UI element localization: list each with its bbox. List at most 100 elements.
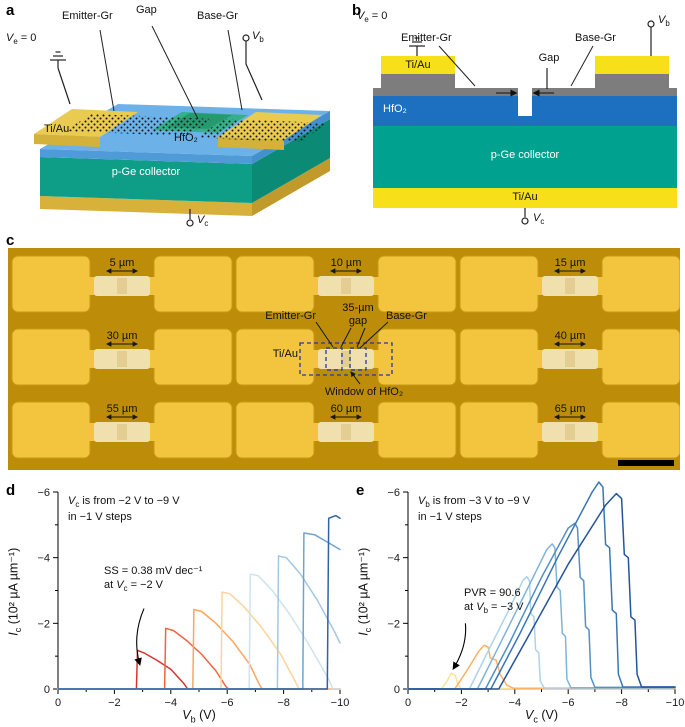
annotation-arrow (134, 608, 145, 666)
gold-pad (11, 401, 91, 459)
base-graphene-layer (532, 74, 677, 96)
pad-tab (89, 350, 95, 368)
collector-label: p-Ge collector (111, 166, 181, 178)
x-tick-label: −4 (509, 697, 522, 709)
pad-tab (149, 277, 155, 295)
dashed-highlight-boxes (299, 342, 393, 376)
gold-pad (601, 255, 680, 313)
channel-gap (341, 278, 351, 294)
base-terminal (647, 20, 655, 56)
gap-size-label: 10 µm (331, 257, 362, 269)
pad-array: 5 µm 10 µm 15 µm 30 µm 40 µm 55 µm 60 µm 65 µm (8, 248, 680, 470)
series-line (407, 644, 676, 690)
gap-size-label: 65 µm (555, 403, 586, 415)
series-line (57, 555, 341, 690)
gold-pad (11, 328, 91, 386)
x-tick-label: −4 (165, 697, 178, 709)
pad-tab (597, 350, 603, 368)
y-tick-label: −4 (37, 553, 50, 565)
gold-pad (235, 255, 315, 313)
pad-tab (597, 423, 603, 441)
base-gr-label: Base-Gr (575, 32, 616, 44)
tiau-top-label: Ti/Au (405, 59, 431, 71)
hfo2-label: HfO₂ (174, 132, 198, 144)
gap-label: Gap (538, 52, 560, 64)
emitter-voltage-label: Ve = 0 (357, 10, 388, 25)
panel-label-c: c (6, 232, 15, 249)
emitter-gr-label: Emitter-Gr (401, 32, 452, 44)
gap-size-label: 60 µm (331, 403, 362, 415)
y-tick-label: 0 (394, 684, 400, 696)
collector-front-face (40, 157, 252, 203)
panel-label-d: d (6, 482, 16, 499)
y-tick-label: −2 (387, 618, 400, 630)
chart-e-condition-note: Vb is from −3 V to −9 V in −1 V steps (418, 495, 531, 524)
chart-e-pvr-annotation: PVR = 90.6 at Vb = −3 V (464, 587, 524, 616)
bottom-gold-side (252, 158, 330, 216)
pad-tab (373, 277, 379, 295)
gold-pad (153, 255, 233, 313)
collector-voltage-label: Vc (533, 212, 545, 227)
x-tick-label: −2 (108, 697, 121, 709)
gold-pad (459, 328, 539, 386)
pad-tab (597, 277, 603, 295)
base-tiau-pad (595, 56, 669, 74)
y-tick-label: −2 (37, 618, 50, 630)
x-tick-label: −8 (615, 697, 628, 709)
gold-pad (601, 401, 680, 459)
leader-lines (438, 45, 594, 87)
pad-tab (537, 350, 543, 368)
channel-gap (565, 278, 575, 294)
panel-label-e: e (356, 482, 365, 499)
pad-tab (313, 350, 319, 368)
bottom-tiau-layer (373, 188, 677, 208)
x-tick-label: −8 (277, 697, 290, 709)
y-tick-label: 0 (44, 684, 50, 696)
collector-terminal (521, 208, 529, 225)
tiau-label: Ti/Au (44, 123, 70, 135)
pad-tab (373, 350, 379, 368)
chart-d-condition-note: Vc is from −2 V to −9 V in −1 V steps (68, 495, 180, 524)
collector-layer (373, 126, 677, 188)
gold-pad (153, 401, 233, 459)
series-line (57, 591, 341, 690)
chart-d-canvas: 0 −2 −4 −6 −8 −10 0 −2 −4 −6 (37, 487, 349, 709)
gap-size-label: 55 µm (107, 403, 138, 415)
chart-e-canvas: 0 −2 −4 −6 −8 −10 0 −2 −4 −6 (387, 481, 684, 709)
series-line (57, 573, 341, 690)
x-tick-label: −6 (562, 697, 575, 709)
emitter-voltage-label: Ve = 0 (6, 32, 37, 47)
gap-size-label: 5 µm (110, 257, 135, 269)
x-tick-label: 0 (55, 697, 61, 709)
pad-tab (89, 423, 95, 441)
collector-terminal (186, 209, 194, 227)
gap-label: Gap (136, 4, 157, 16)
micrograph: 5 µm 10 µm 15 µm 30 µm 40 µm 55 µm 60 µm 65 µm (8, 248, 680, 470)
panel-e: e 0 −2 −4 −6 −8 −10 0 −2 −4 −6 Vb is from −3 V to… (352, 480, 685, 727)
gold-pad (377, 328, 457, 386)
channel-gap (117, 278, 127, 294)
bottom-gold-front (40, 196, 252, 216)
gold-pad (153, 328, 233, 386)
base-gr-annotation: Base-Gr (386, 310, 427, 322)
panel-a: a (0, 0, 345, 240)
gap-arrows (496, 68, 554, 97)
channel-gap (565, 424, 575, 440)
x-tick-label: −2 (455, 697, 468, 709)
base-voltage-label: Vb (658, 14, 670, 29)
gold-pad (235, 401, 315, 459)
series-line (407, 481, 676, 690)
gold-pad (377, 255, 457, 313)
emitter-gr-label: Emitter-Gr (62, 10, 113, 22)
base-graphene (196, 119, 328, 142)
base-gr-label: Base-Gr (197, 10, 238, 22)
emitter-graphene-layer (373, 74, 518, 96)
series-line (407, 672, 676, 690)
y-tick-label: −6 (37, 487, 50, 499)
panel-label-b: b (352, 2, 362, 19)
device-cross-section (373, 20, 677, 225)
emitter-tiau-pad (381, 56, 455, 74)
emitter-graphene (64, 114, 214, 136)
chart-d-y-axis-label: Ic (10² µA µm⁻¹) (6, 547, 23, 636)
